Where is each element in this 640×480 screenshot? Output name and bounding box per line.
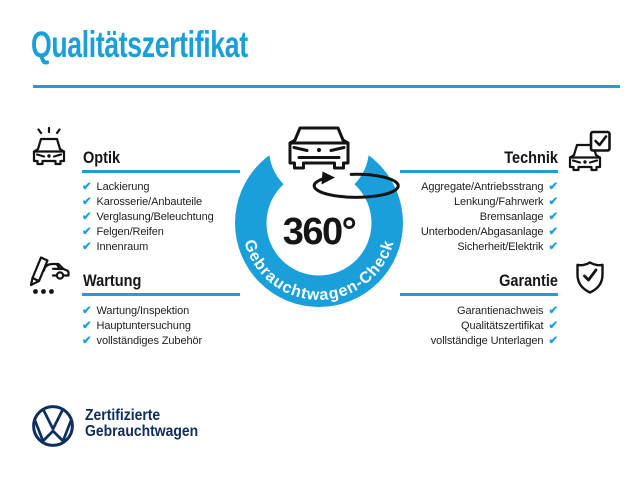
check-icon: ✔ (82, 225, 92, 238)
rotation-arrow (312, 172, 400, 199)
car-shine-icon (32, 126, 66, 166)
title-divider (33, 85, 620, 88)
list-item: ✔ Sicherheit/Elektrik (457, 240, 558, 253)
check-icon: ✔ (82, 304, 92, 317)
section-heading-wartung: Wartung (83, 272, 142, 290)
list-item: ✔ Bremsanlage (479, 210, 558, 223)
list-item: ✔ Innenraum (82, 240, 149, 253)
check-icon: ✔ (548, 334, 558, 347)
shield-check-icon (576, 261, 604, 294)
checkbox-check (594, 135, 608, 147)
check-icon: ✔ (548, 304, 558, 317)
car-360-icon (288, 126, 400, 199)
section-divider-technik (400, 170, 558, 173)
list-item: ✔ vollständiges Zubehör (82, 334, 203, 347)
optik-item-list: ✔ Lackierung ✔ Karosserie/Anbauteile ✔ Verg… (82, 180, 240, 255)
section-divider-garantie (400, 293, 558, 296)
list-item: ✔ Felgen/Reifen (82, 225, 164, 238)
page-title: Qualitätszertifikat (31, 24, 248, 65)
service-pen-car-icon (29, 256, 70, 294)
section-divider-wartung (82, 293, 240, 296)
section-heading-technik: Technik (504, 149, 558, 167)
check-icon: ✔ (548, 210, 558, 223)
check-icon: ✔ (82, 319, 92, 332)
ring-360-badge: Gebrauchtwagen-Check 360° (235, 103, 403, 307)
wartung-item-list: ✔ Wartung/Inspektion ✔ Hauptuntersuchung ✔… (82, 304, 240, 349)
check-icon: ✔ (82, 210, 92, 223)
list-item: ✔ vollständige Unterlagen (430, 334, 558, 347)
list-item: ✔ Qualitätszertifikat (460, 319, 558, 332)
garantie-item-list: ✔ Garantienachweis ✔ Qualitätszertifikat ✔… (400, 304, 558, 349)
list-item: ✔ Wartung/Inspektion (82, 304, 190, 317)
technik-item-list: ✔ Aggregate/Antriebsstrang ✔ Lenkung/Fahrw… (400, 180, 558, 255)
degrees-label: 360° (283, 211, 356, 253)
list-item: ✔ Unterboden/Abgasanlage (420, 225, 558, 238)
list-item: ✔ Verglasung/Beleuchtung (82, 210, 214, 223)
check-icon: ✔ (548, 240, 558, 253)
check-icon: ✔ (548, 180, 558, 193)
check-icon: ✔ (82, 334, 92, 347)
check-icon: ✔ (548, 225, 558, 238)
section-heading-garantie: Garantie (499, 272, 558, 290)
check-icon: ✔ (82, 195, 92, 208)
list-item: ✔ Karosserie/Anbauteile (82, 195, 203, 208)
footer-brand-text: Zertifizierte Gebrauchtwagen (85, 408, 198, 439)
section-heading-optik: Optik (83, 149, 121, 167)
shield-check (583, 268, 598, 282)
list-item: ✔ Aggregate/Antriebsstrang (421, 180, 558, 193)
blue-ring (235, 139, 403, 307)
check-icon: ✔ (82, 180, 92, 193)
list-item: ✔ Hauptuntersuchung (82, 319, 191, 332)
list-item: ✔ Lenkung/Fahrwerk (453, 195, 558, 208)
list-item: ✔ Lackierung (82, 180, 150, 193)
check-icon: ✔ (548, 195, 558, 208)
shine-rays (37, 126, 61, 135)
car-checkbox-icon (568, 130, 611, 172)
footer-line2: Gebrauchtwagen (85, 422, 199, 440)
section-divider-optik (82, 170, 240, 173)
rotation-arrowhead (321, 171, 335, 185)
list-item: ✔ Garantienachweis (457, 304, 558, 317)
check-icon: ✔ (82, 240, 92, 253)
check-icon: ✔ (548, 319, 558, 332)
vw-logo (32, 405, 74, 447)
footer-line1: Zertifizierte (85, 407, 161, 424)
checkbox (589, 130, 611, 152)
